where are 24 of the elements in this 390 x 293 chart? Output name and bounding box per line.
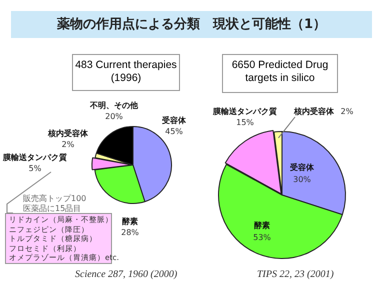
slice-label: 核内受容体	[293, 106, 335, 116]
slice-label: 不明、その他	[89, 101, 139, 110]
data-label: 45%	[165, 127, 184, 136]
slice-label: 膜輸送タンパク質	[212, 107, 277, 116]
data-label: 53%	[253, 233, 272, 242]
slice-label: 受容体	[161, 115, 187, 126]
data-label: 5%	[28, 164, 42, 174]
slice-label: 受容体	[289, 162, 315, 172]
chart-title: 483 Current therapies (1996)	[72, 54, 180, 91]
data-label: 20%	[105, 112, 124, 122]
data-label: 30%	[293, 175, 312, 184]
text: 医薬品に15品目	[23, 203, 82, 214]
slice-label: 酵素	[254, 221, 270, 230]
data-label: 28%	[121, 228, 140, 238]
chart-title: 6650 Predicted Drug targets in silico	[222, 54, 338, 93]
data-label: 2%	[340, 107, 354, 116]
slice-label: 膜輸送タンパク質	[2, 153, 67, 162]
data-label: 15%	[236, 118, 254, 128]
text: 販売高トップ100	[23, 193, 86, 204]
text: Science 287, 1960 (2000)	[75, 269, 178, 280]
slice-label: 核内受容体	[47, 128, 89, 138]
data-label: 2%	[62, 140, 75, 150]
text: TIPS 22, 23 (2001)	[257, 269, 334, 280]
slice-label: 酵素	[122, 217, 138, 226]
